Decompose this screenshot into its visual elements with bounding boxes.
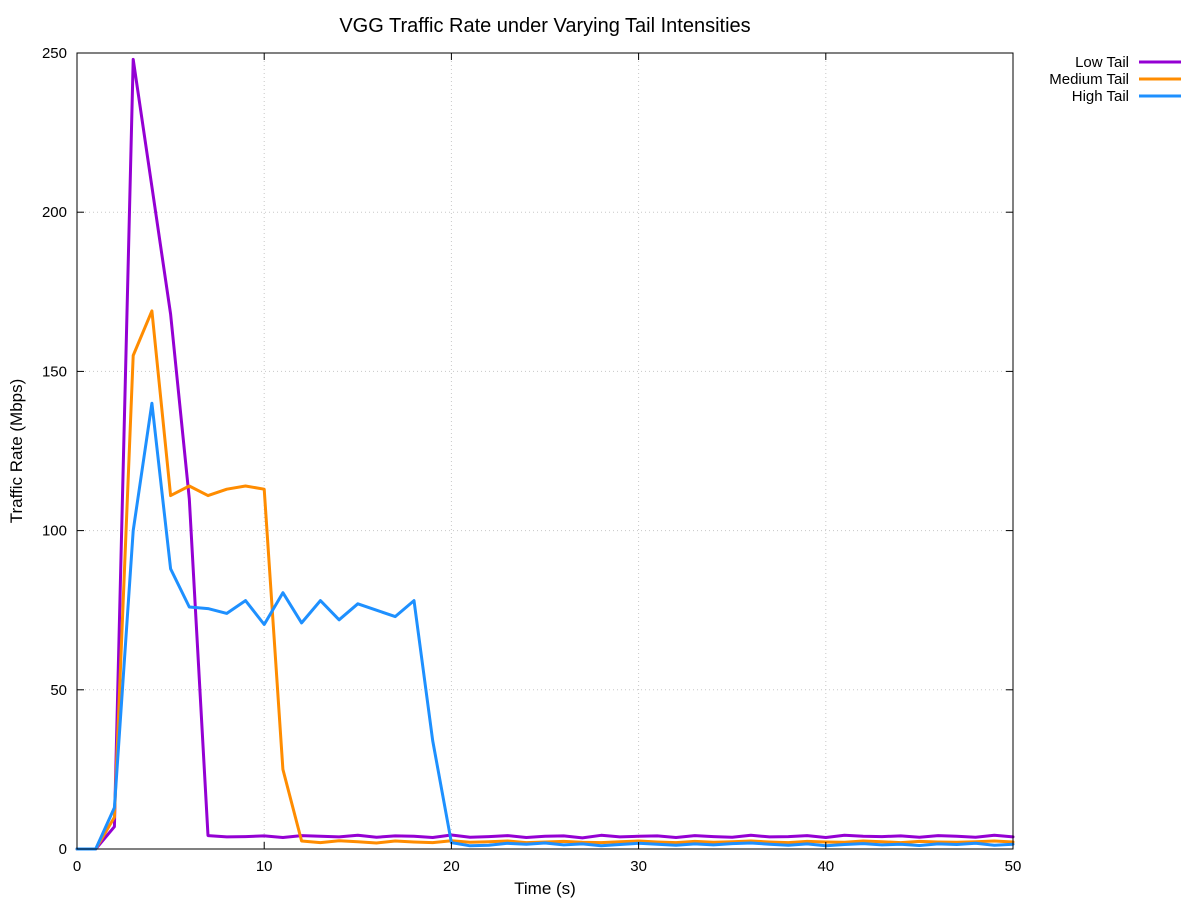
y-tick-label: 50 (50, 682, 67, 699)
series-line-low-tail (75, 57, 1015, 851)
x-tick-label: 50 (1005, 858, 1022, 875)
chart-title: VGG Traffic Rate under Varying Tail Inte… (339, 15, 750, 37)
x-tick-label: 20 (443, 858, 460, 875)
legend-label-medium-tail: Medium Tail (1049, 71, 1129, 88)
x-tick-label: 0 (73, 858, 81, 875)
y-tick-label: 150 (42, 363, 67, 380)
x-axis-label: Time (s) (514, 879, 576, 898)
series-line-high-tail (75, 401, 1015, 851)
x-tick-label: 30 (630, 858, 647, 875)
gridlines (77, 53, 1013, 849)
y-axis-label: Traffic Rate (Mbps) (7, 379, 26, 524)
y-tick-label: 0 (59, 841, 67, 858)
legend-label-low-tail: Low Tail (1075, 54, 1129, 71)
plot-frame (76, 52, 1014, 850)
legend-label-high-tail: High Tail (1072, 88, 1129, 105)
y-tick-label: 200 (42, 204, 67, 221)
x-tick-label: 10 (256, 858, 273, 875)
series-lines (75, 57, 1015, 851)
x-tick-label: 40 (817, 858, 834, 875)
axis-ticks: 0 10 20 30 40 50 0 50 100 150 200 250 (42, 45, 1021, 875)
y-tick-label: 250 (42, 45, 67, 62)
series-line-medium-tail (75, 309, 1015, 851)
y-tick-label: 100 (42, 523, 67, 540)
